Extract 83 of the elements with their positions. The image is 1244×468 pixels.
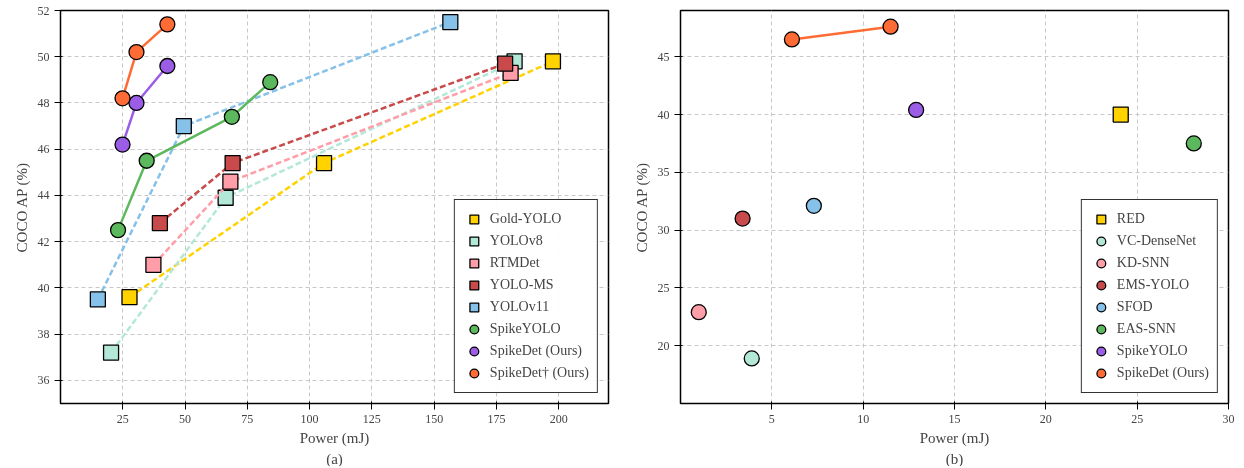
legend-label: SpikeYOLO [1116, 343, 1188, 359]
point [121, 289, 138, 306]
y-tick-label: 50 [37, 49, 50, 64]
legend-label: KD-SNN [1116, 255, 1170, 271]
point [442, 13, 459, 31]
text: (b) [945, 450, 964, 468]
x-tick-label: 100 [300, 411, 319, 426]
point [734, 210, 751, 227]
point [175, 117, 192, 135]
y-tick-label: 40 [657, 107, 670, 122]
point [690, 304, 707, 321]
point [743, 350, 760, 367]
point [217, 189, 234, 206]
point [1112, 106, 1129, 123]
y-tick-label: 25 [657, 280, 670, 295]
legend-label: Gold-YOLO [489, 211, 562, 227]
y-tick-label: 30 [657, 223, 670, 238]
point [89, 291, 107, 308]
y-tick-label: 48 [37, 95, 50, 110]
point [805, 197, 822, 214]
legend-label: YOLOv11 [489, 299, 550, 315]
point [138, 152, 155, 169]
x-tick-label: 125 [362, 411, 381, 426]
point [907, 101, 925, 119]
legend-label: SFOD [1116, 299, 1153, 315]
legend-label: SpikeYOLO [489, 321, 561, 337]
legend-label: VC-DenseNet [1116, 233, 1197, 249]
point [223, 108, 241, 125]
point [159, 57, 176, 75]
point [222, 173, 239, 190]
point [145, 256, 162, 273]
point [544, 53, 562, 70]
legend-label: EAS-SNN [1116, 321, 1176, 337]
point [114, 136, 131, 153]
point [109, 221, 127, 239]
point [262, 74, 279, 91]
point [159, 16, 176, 33]
legend-label: EMS-YOLO [1116, 277, 1190, 293]
point [114, 90, 131, 107]
legend-label: RED [1116, 211, 1145, 227]
point [315, 154, 333, 172]
x-tick-label: 150 [425, 411, 444, 426]
y-tick-label: 42 [37, 234, 50, 249]
x-tick-label: 30 [1222, 411, 1235, 426]
point [128, 43, 145, 61]
point [102, 344, 120, 361]
legend-label: SpikeDet (Ours) [1116, 365, 1209, 381]
point [128, 94, 145, 112]
y-tick-label: 52 [37, 3, 50, 18]
y-tick-label: 20 [657, 338, 670, 353]
point [783, 31, 801, 48]
x-tick-label: 25 [1131, 411, 1144, 426]
x-axis-title: Power (mJ) [919, 429, 990, 447]
legend-label: YOLOv8 [489, 233, 543, 249]
x-tick-label: 25 [116, 411, 129, 426]
x-tick-label: 15 [948, 411, 961, 426]
point [882, 18, 899, 35]
y-tick-label: 44 [37, 188, 50, 203]
x-tick-label: 20 [1039, 411, 1052, 426]
legend-label: SpikeDet (Ours) [489, 343, 582, 359]
point [224, 154, 241, 172]
y-tick-label: 38 [37, 327, 50, 342]
x-tick-label: 50 [179, 411, 192, 426]
legend-label: YOLO-MS [489, 277, 554, 293]
x-tick-label: 5 [768, 411, 775, 426]
y-tick-label: 40 [37, 280, 50, 295]
x-tick-label: 75 [241, 411, 254, 426]
legend-label: SpikeDet† (Ours) [489, 365, 589, 381]
legend-label: RTMDet [489, 255, 540, 271]
x-axis-title: Power (mJ) [299, 429, 370, 447]
x-tick-label: 175 [487, 411, 506, 426]
point [151, 215, 169, 232]
y-axis-title: COCO AP (%) [13, 162, 31, 253]
x-tick-label: 200 [549, 411, 568, 426]
y-tick-label: 45 [657, 49, 670, 64]
text: (a) [326, 450, 343, 468]
point [1185, 135, 1202, 152]
y-axis-title: COCO AP (%) [633, 162, 651, 253]
point [496, 55, 514, 72]
y-tick-label: 46 [37, 142, 50, 157]
y-tick-label: 35 [657, 165, 670, 180]
x-tick-label: 10 [857, 411, 870, 426]
y-tick-label: 36 [37, 373, 50, 388]
